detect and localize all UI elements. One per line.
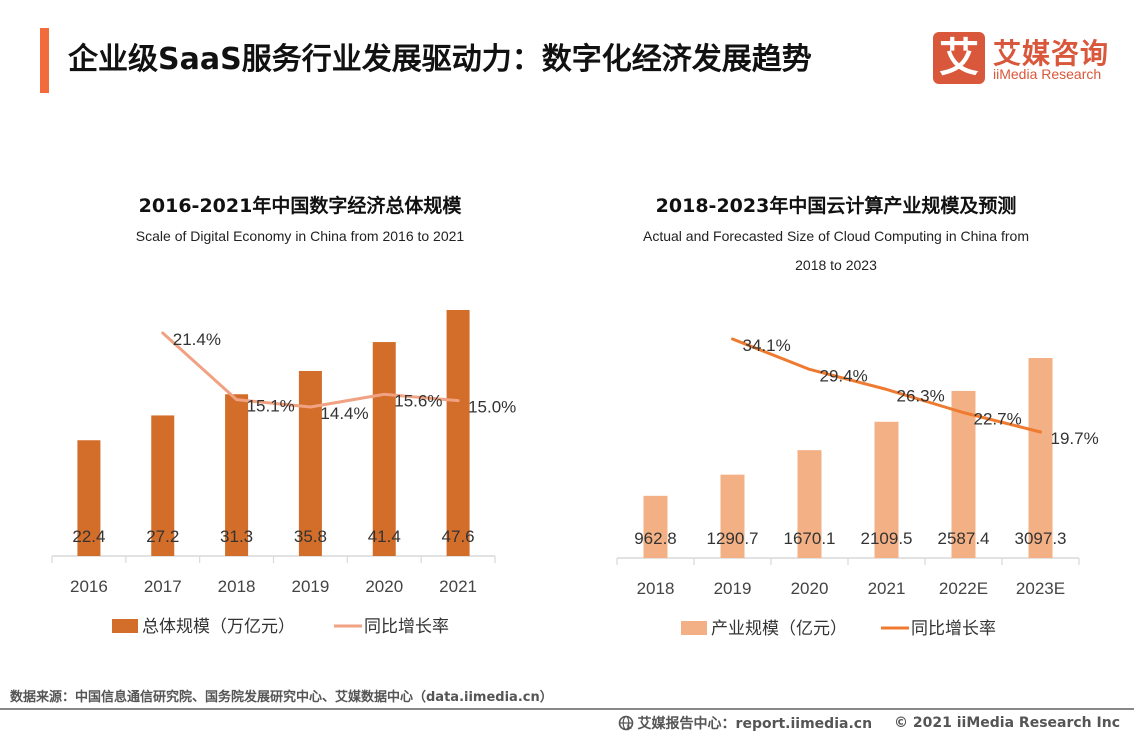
footer-divider	[0, 708, 1134, 710]
x-tick-label: 2019	[292, 577, 330, 596]
data-source-note: 数据来源：中国信息通信研究院、国务院发展研究中心、艾媒数据中心（data.iim…	[10, 690, 553, 705]
left-chart-title: 2016-2021年中国数字经济总体规模	[138, 195, 462, 217]
x-tick-label: 2017	[144, 577, 182, 596]
legend-bar-label: 产业规模（亿元）	[711, 619, 847, 638]
growth-rate-label: 15.1%	[247, 397, 295, 416]
footer: 艾媒报告中心：report.iimedia.cn © 2021 iiMedia …	[618, 713, 1120, 733]
bar-value-label: 27.2	[146, 527, 179, 546]
bar-2023E	[1028, 358, 1053, 558]
right-chart-subtitle-line2: 2018 to 2023	[795, 257, 877, 273]
bar-value-label: 22.4	[72, 527, 105, 546]
logo-cn-text: 艾媒咨询	[993, 37, 1110, 70]
bar-2020	[797, 450, 822, 558]
legend-line-label: 同比增长率	[364, 617, 449, 636]
growth-rate-label: 34.1%	[743, 336, 791, 355]
bar-2019	[720, 474, 745, 558]
legend-bar-label: 总体规模（万亿元）	[142, 617, 295, 636]
x-tick-label: 2021	[439, 577, 477, 596]
bar-value-label: 962.8	[634, 529, 677, 548]
legend-line-label: 同比增长率	[911, 619, 996, 638]
bar-value-label: 2109.5	[861, 529, 913, 548]
growth-rate-label: 26.3%	[897, 386, 945, 405]
bar-value-label: 2587.4	[938, 529, 990, 548]
legend-bar-swatch	[681, 621, 707, 635]
left-chart: 22.4 2016 27.2 2017 31.3 2018 35.8 2019 41.4 2020…	[51, 310, 516, 636]
bar-2021	[446, 310, 470, 556]
bar-2016	[77, 440, 101, 556]
copyright-text: © 2021 iiMedia Research Inc	[894, 715, 1120, 731]
x-tick-label: 2018	[637, 579, 675, 598]
bar-value-label: 3097.3	[1015, 529, 1067, 548]
legend-bar-swatch	[112, 619, 138, 633]
page-title: 企业级SaaS服务行业发展驱动力：数字化经济发展趋势	[68, 42, 812, 77]
bar-2018	[225, 394, 249, 556]
right-chart: 962.8 2018 1290.7 2019 1670.1 2020 2109.5 2021 2…	[616, 336, 1099, 638]
x-tick-label: 2018	[218, 577, 256, 596]
title-accent-bar	[40, 28, 49, 93]
bar-2022E	[951, 390, 976, 558]
x-tick-label: 2022E	[939, 579, 988, 598]
x-tick-label: 2016	[70, 577, 108, 596]
growth-rate-label: 22.7%	[974, 410, 1022, 429]
bar-value-label: 41.4	[368, 527, 401, 546]
bar-value-label: 1670.1	[784, 529, 836, 548]
bar-2019	[298, 370, 322, 556]
x-tick-label: 2020	[791, 579, 829, 598]
report-center-link[interactable]: 艾媒报告中心：report.iimedia.cn	[637, 716, 873, 732]
bar-value-label: 1290.7	[707, 529, 759, 548]
bar-value-label: 31.3	[220, 527, 253, 546]
growth-rate-label: 15.0%	[468, 398, 516, 417]
x-tick-label: 2019	[714, 579, 752, 598]
left-chart-subtitle: Scale of Digital Economy in China from 2…	[135, 228, 465, 244]
growth-rate-label: 15.6%	[394, 391, 442, 410]
x-tick-label: 2021	[868, 579, 906, 598]
globe-icon	[618, 715, 633, 731]
bar-2018	[643, 495, 668, 558]
logo-en-text: iiMedia Research	[993, 66, 1102, 82]
right-chart-title: 2018-2023年中国云计算产业规模及预测	[655, 195, 1017, 217]
right-chart-subtitle-line1: Actual and Forecasted Size of Cloud Comp…	[643, 228, 1029, 244]
bar-value-label: 35.8	[294, 527, 327, 546]
bar-2020	[372, 342, 396, 556]
growth-rate-label: 14.4%	[320, 404, 368, 423]
x-tick-label: 2023E	[1016, 579, 1065, 598]
growth-rate-label: 29.4%	[820, 366, 868, 385]
iimedia-logo: 艾 艾媒咨询 iiMedia Research	[933, 32, 1123, 84]
x-tick-label: 2020	[365, 577, 403, 596]
logo-mark-icon: 艾	[933, 32, 985, 84]
bar-2021	[874, 421, 899, 558]
growth-rate-label: 19.7%	[1051, 429, 1099, 448]
bar-2017	[151, 415, 175, 556]
bar-value-label: 47.6	[442, 527, 475, 546]
growth-rate-label: 21.4%	[173, 330, 221, 349]
